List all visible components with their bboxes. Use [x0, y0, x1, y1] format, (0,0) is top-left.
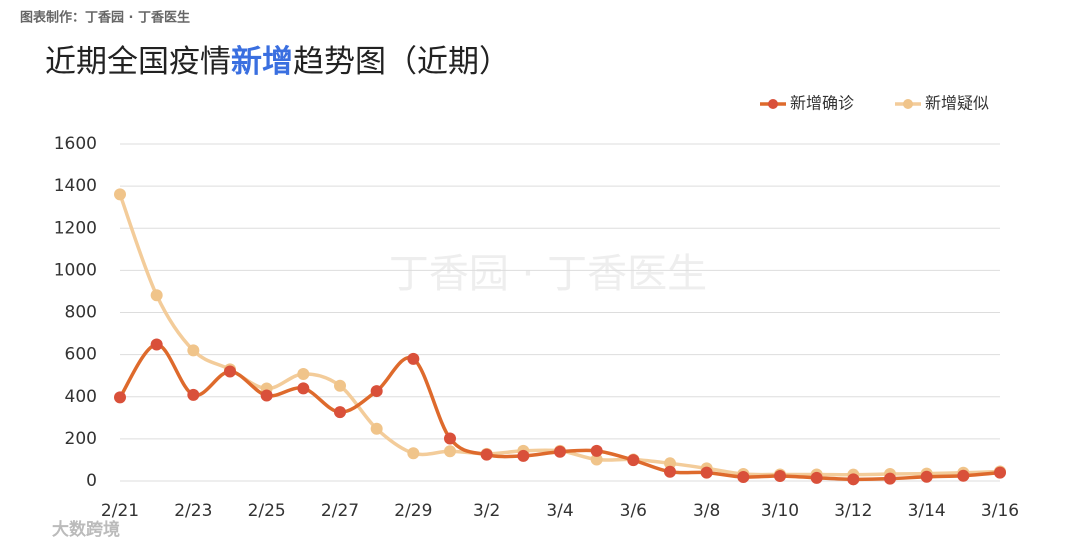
data-point: [664, 465, 676, 478]
data-point: [407, 352, 420, 365]
data-point: [150, 289, 163, 302]
data-point: [444, 445, 456, 458]
y-tick-label: 600: [65, 345, 97, 365]
x-tick-label: 3/2: [473, 501, 500, 521]
title-part: 近期全国疫情: [45, 44, 231, 80]
data-point: [810, 471, 823, 484]
data-point: [884, 472, 896, 485]
legend-marker: [768, 99, 778, 109]
x-tick-label: 2/23: [174, 501, 212, 521]
title-highlight: 新增: [231, 44, 293, 80]
data-point: [737, 470, 750, 483]
legend-marker: [903, 99, 913, 109]
title-part: 趋势图（近期）: [293, 44, 510, 80]
data-point: [664, 457, 676, 470]
source: 图表制作：丁香园 · 丁香医生: [20, 10, 190, 26]
x-tick-label: 2/29: [394, 501, 432, 521]
data-point: [114, 188, 126, 201]
x-tick-label: 3/6: [620, 501, 647, 521]
x-tick-label: 3/14: [908, 501, 946, 521]
x-tick-label: 3/12: [834, 501, 872, 521]
data-point: [590, 453, 603, 466]
watermark: 丁香园 · 丁香医生: [389, 251, 707, 297]
data-point: [224, 365, 236, 378]
corner-logo: 大数跨境: [52, 519, 120, 540]
x-tick-label: 2/27: [321, 501, 359, 521]
x-tick-label: 3/4: [546, 501, 573, 521]
x-tick-label: 2/25: [248, 501, 286, 521]
data-point: [700, 466, 713, 479]
y-tick-label: 200: [65, 429, 97, 449]
x-tick-label: 2/21: [101, 501, 139, 521]
data-point: [334, 406, 346, 419]
data-point: [920, 470, 933, 483]
x-tick-label: 3/10: [761, 501, 799, 521]
data-point: [187, 344, 200, 357]
legend-label: 新增确诊: [790, 94, 854, 113]
chart-title: 近期全国疫情新增趋势图（近期）: [45, 44, 510, 80]
y-tick-label: 1200: [54, 218, 97, 238]
data-point: [297, 382, 310, 395]
y-tick-label: 1000: [54, 260, 97, 280]
data-point: [334, 379, 346, 392]
y-tick-label: 1400: [54, 176, 97, 196]
data-point: [114, 391, 126, 404]
data-point: [444, 432, 456, 445]
data-point: [150, 338, 163, 351]
y-tick-label: 1600: [54, 134, 97, 154]
series-line: [118, 193, 1001, 477]
data-point: [297, 368, 310, 381]
data-point: [480, 448, 493, 461]
legend-label: 新增疑似: [925, 94, 989, 113]
series-line: [118, 342, 1001, 482]
x-tick-label: 3/8: [693, 501, 720, 521]
data-point: [370, 385, 383, 398]
y-tick-label: 400: [65, 387, 97, 407]
data-point: [957, 469, 970, 482]
data-point: [187, 388, 200, 401]
data-point: [847, 473, 860, 486]
data-point: [994, 466, 1006, 479]
data-point: [774, 469, 786, 482]
data-point: [627, 454, 640, 467]
data-point: [554, 445, 566, 458]
y-tick-label: 800: [65, 303, 97, 323]
data-point: [407, 447, 420, 460]
data-point: [260, 389, 273, 402]
data-point: [590, 444, 603, 457]
x-tick-label: 3/16: [981, 501, 1019, 521]
data-point: [370, 422, 383, 435]
y-tick-label: 0: [86, 471, 97, 491]
data-point: [517, 449, 530, 462]
